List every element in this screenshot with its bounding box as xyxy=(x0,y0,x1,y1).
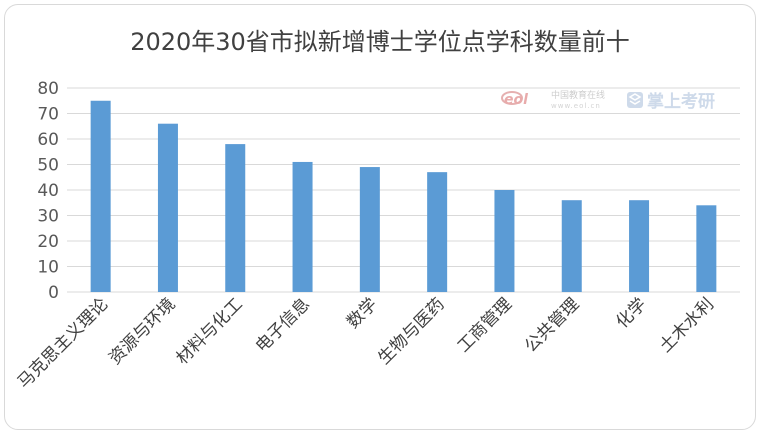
watermark-brand: 掌上考研 xyxy=(647,91,715,112)
bar-9 xyxy=(629,200,650,292)
eol-logo: eol xyxy=(501,91,528,108)
x-tick-label: 数学 xyxy=(343,294,381,332)
gridlines xyxy=(67,87,740,293)
x-tick-label: 生物与医药 xyxy=(374,294,448,368)
bar-6 xyxy=(427,172,448,292)
brand-logo-icon xyxy=(627,92,643,108)
bar-8 xyxy=(561,200,582,292)
y-tick-label: 70 xyxy=(37,105,59,125)
y-tick-label: 50 xyxy=(37,156,59,176)
bar-10 xyxy=(696,205,717,292)
bar-1 xyxy=(90,100,111,292)
bar-7 xyxy=(494,190,515,292)
bars xyxy=(90,100,717,292)
x-tick-label: 资源与环境 xyxy=(105,294,179,368)
bar-4 xyxy=(292,161,313,292)
x-tick-label: 材料与化工 xyxy=(173,294,247,368)
y-tick-label: 40 xyxy=(37,181,59,201)
y-tick-label: 0 xyxy=(48,283,59,303)
y-tick-label: 80 xyxy=(37,79,59,99)
x-tick-label: 化学 xyxy=(612,294,650,332)
y-tick-label: 20 xyxy=(37,232,59,252)
chart-title: 2020年30省市拟新增博士学位点学科数量前十 xyxy=(130,28,630,56)
x-tick-label: 土木水利 xyxy=(656,294,718,356)
y-tick-label: 10 xyxy=(37,258,59,278)
y-axis-ticks: 0 10 20 30 40 50 60 70 80 xyxy=(37,79,59,303)
y-tick-label: 30 xyxy=(37,207,59,227)
y-tick-label: 60 xyxy=(37,130,59,150)
watermark-site-name: 中国教育在线 xyxy=(551,89,605,101)
svg-text:eol: eol xyxy=(504,92,528,108)
x-tick-label: 马克思主义理论 xyxy=(14,294,112,392)
bar-5 xyxy=(359,167,380,292)
bar-3 xyxy=(225,144,246,292)
x-tick-label: 工商管理 xyxy=(454,294,516,356)
x-tick-label: 电子信息 xyxy=(252,294,314,356)
watermark: eol 中国教育在线 www.eol.cn 掌上考研 xyxy=(501,89,715,112)
watermark-site-url: www.eol.cn xyxy=(551,102,601,110)
bar-2 xyxy=(157,123,178,292)
x-tick-label: 公共管理 xyxy=(521,294,583,356)
